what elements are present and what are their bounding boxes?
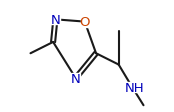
Bar <box>51 15 60 25</box>
Text: N: N <box>71 72 81 85</box>
Text: NH: NH <box>125 81 144 94</box>
Text: O: O <box>80 16 90 29</box>
Bar <box>72 73 80 83</box>
Bar <box>81 17 89 27</box>
Bar <box>127 82 142 92</box>
Text: N: N <box>50 14 60 27</box>
